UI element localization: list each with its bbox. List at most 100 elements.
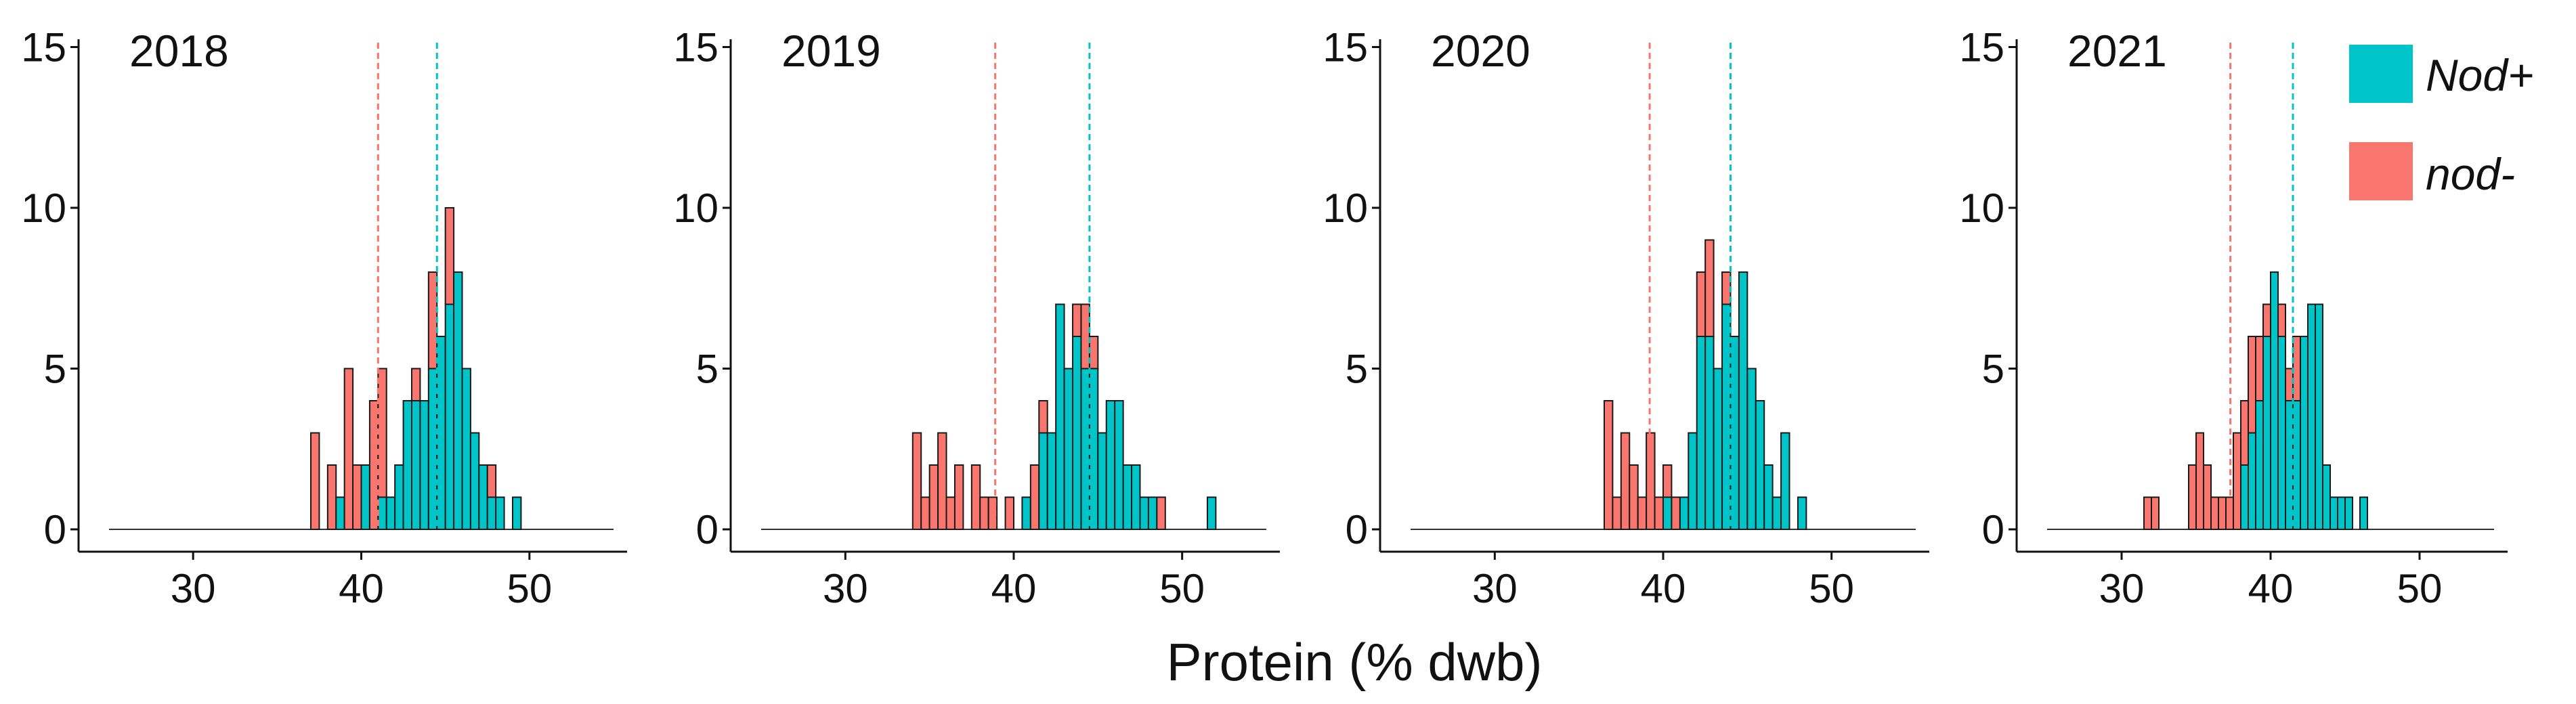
bar-nod-plus — [1688, 432, 1698, 530]
x-tick-label: 30 — [823, 566, 868, 611]
bar-nod-minus — [1637, 496, 1648, 530]
y-tick-label: 10 — [1959, 185, 2004, 231]
x-tick-label: 30 — [171, 566, 216, 611]
bar-nod-plus — [2285, 400, 2294, 530]
bar-nod-plus — [1088, 368, 1099, 530]
legend-label-nod-plus: Nod+ — [2426, 50, 2534, 100]
bar-nod-minus — [953, 464, 964, 530]
x-tick-label: 40 — [1641, 566, 1686, 611]
bar-nod-plus — [1679, 496, 1690, 530]
bar-nod-minus — [2248, 336, 2256, 434]
x-tick-label: 40 — [991, 566, 1037, 611]
x-tick-label: 50 — [1159, 566, 1205, 611]
bar-nod-minus — [1654, 496, 1664, 530]
y-tick-label: 10 — [1323, 185, 1368, 231]
y-tick-label: 15 — [21, 25, 66, 70]
bar-nod-plus — [453, 271, 463, 530]
x-tick-label: 50 — [507, 566, 552, 611]
bar-nod-minus — [2143, 496, 2152, 530]
bar-nod-plus — [2322, 464, 2331, 530]
bar-nod-minus — [2188, 464, 2197, 530]
bar-nod-plus — [512, 496, 522, 530]
bar-nod-plus — [1055, 303, 1065, 530]
bar-nod-plus — [2344, 496, 2353, 530]
bar-nod-minus — [411, 368, 421, 401]
bar-nod-plus — [1755, 400, 1765, 530]
bar-nod-plus — [2255, 400, 2264, 530]
bar-nod-plus — [495, 496, 505, 530]
bar-nod-minus — [2195, 432, 2204, 530]
bar-nod-plus — [2359, 496, 2368, 530]
bar-nod-plus — [2300, 336, 2309, 530]
bar-nod-plus — [2270, 271, 2279, 530]
bar-nod-plus — [1080, 368, 1090, 530]
bar-nod-minus — [352, 464, 362, 530]
bar-nod-minus — [2285, 368, 2294, 401]
bar-nod-plus — [1738, 271, 1748, 530]
panel-title: 2018 — [129, 26, 229, 76]
bar-nod-minus — [1603, 400, 1614, 530]
bar-nod-plus — [1021, 496, 1031, 530]
bar-nod-plus — [1797, 496, 1807, 530]
bar-nod-plus — [2277, 336, 2286, 530]
bar-nod-minus — [970, 464, 981, 530]
bar-nod-plus — [335, 496, 345, 530]
bar-nod-minus — [1004, 496, 1014, 530]
bar-nod-minus — [2151, 496, 2160, 530]
bar-nod-minus — [1080, 303, 1090, 370]
bar-nod-plus — [1131, 464, 1141, 530]
bar-nod-minus — [2240, 400, 2249, 466]
bar-nod-minus — [1156, 496, 1166, 530]
bar-nod-minus — [979, 496, 989, 530]
legend-swatch-nod-plus — [2349, 45, 2413, 103]
bar-nod-plus — [1147, 496, 1158, 530]
y-tick-label: 5 — [696, 347, 718, 392]
bar-nod-minus — [343, 368, 354, 530]
bar-nod-plus — [360, 464, 370, 530]
bar-nod-minus — [2203, 464, 2212, 530]
bar-nod-plus — [1139, 496, 1149, 530]
bar-nod-plus — [1730, 336, 1740, 530]
bar-nod-minus — [1721, 271, 1732, 305]
bar-nod-plus — [402, 400, 412, 530]
bar-nod-minus — [1620, 432, 1631, 530]
bar-nod-minus — [1704, 239, 1715, 337]
bar-nod-plus — [436, 336, 446, 530]
bar-nod-plus — [1746, 368, 1757, 530]
bar-nod-minus — [1612, 496, 1622, 530]
bar-nod-minus — [920, 496, 930, 530]
panel-title: 2019 — [781, 26, 881, 76]
bar-nod-minus — [2218, 496, 2227, 530]
bar-nod-plus — [2337, 496, 2346, 530]
bar-nod-plus — [1072, 336, 1082, 530]
x-tick-label: 40 — [2248, 566, 2294, 611]
bar-nod-plus — [1721, 303, 1732, 530]
bar-nod-minus — [1662, 464, 1673, 498]
panel-2019: 0 5 10 15 30 40 50 2019 — [673, 25, 1280, 611]
bar-nod-plus — [1105, 400, 1116, 530]
bar-nod-plus — [2307, 303, 2316, 530]
bar-nod-plus — [427, 368, 438, 530]
bar-nod-minus — [310, 432, 320, 530]
bar-nod-plus — [1772, 496, 1782, 530]
bar-nod-plus — [1763, 464, 1774, 530]
bar-nod-plus — [1122, 464, 1133, 530]
bar-nod-minus — [486, 464, 497, 498]
bar-nod-minus — [444, 207, 455, 305]
y-tick-label: 10 — [21, 185, 66, 231]
bar-nod-minus — [1696, 271, 1706, 337]
y-tick-label: 15 — [673, 25, 718, 70]
bar-nod-minus — [1038, 400, 1048, 434]
bar-nod-plus — [1780, 432, 1790, 530]
bar-nod-minus — [1029, 464, 1040, 530]
y-tick-label: 5 — [1982, 347, 2004, 392]
bar-nod-minus — [377, 368, 387, 498]
bar-nod-plus — [1038, 432, 1048, 530]
x-axis-title: Protein (% dwb) — [1167, 632, 1543, 692]
bar-nod-plus — [1063, 368, 1074, 530]
y-tick-label: 5 — [44, 347, 66, 392]
legend-label-nod-minus: nod- — [2426, 149, 2515, 199]
legend-swatch-nod-minus — [2349, 142, 2413, 200]
bar-nod-minus — [945, 496, 956, 530]
